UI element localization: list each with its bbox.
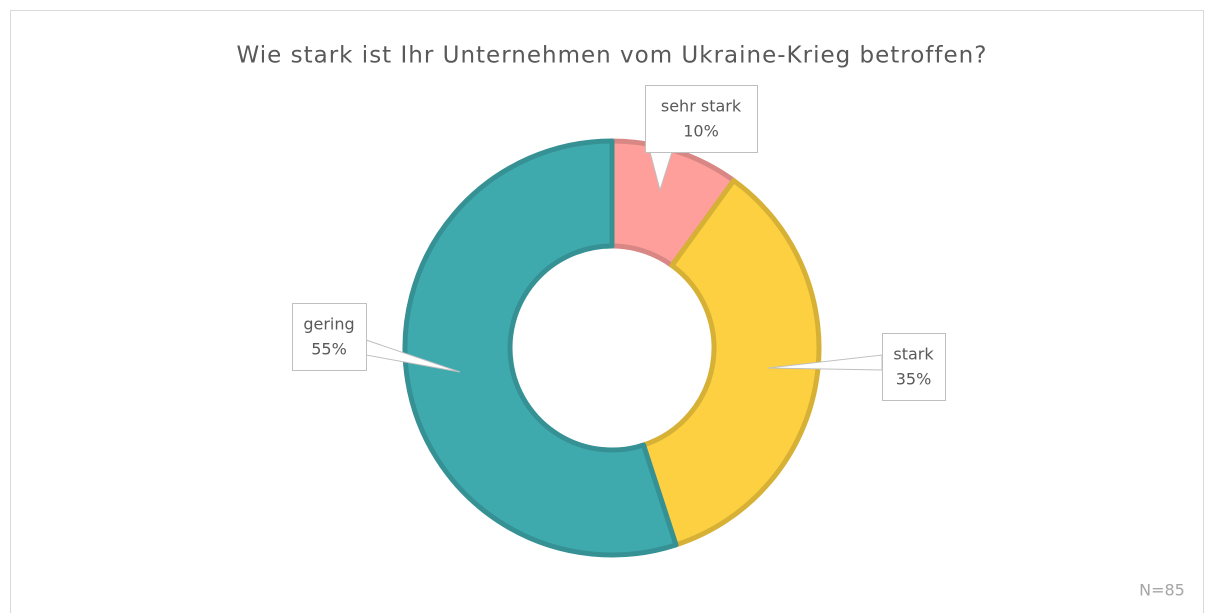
donut-slice (641, 178, 822, 548)
data-label-category: sehr stark (661, 97, 742, 116)
donut-slice (402, 138, 679, 558)
data-label-value: 55% (311, 340, 347, 359)
data-label-category: stark (893, 345, 934, 364)
callout-box (292, 303, 367, 371)
annotation: N=85 (1139, 581, 1185, 600)
chart-title: Wie stark ist Ihr Unternehmen vom Ukrain… (237, 43, 988, 69)
data-label-value: 10% (683, 122, 719, 141)
callout-box (882, 333, 946, 401)
callout-box (645, 85, 758, 153)
data-label-category: gering (303, 315, 354, 334)
data-label-value: 35% (896, 370, 932, 389)
